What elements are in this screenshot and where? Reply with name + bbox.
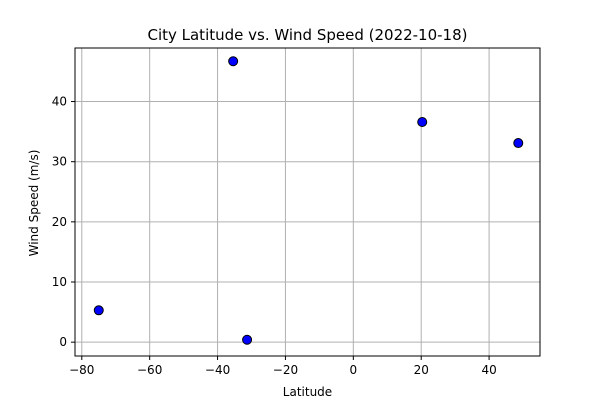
y-tick-label: 20	[52, 215, 67, 229]
data-point	[242, 334, 253, 345]
data-point	[417, 116, 428, 127]
x-tick-label: 20	[414, 363, 429, 377]
x-tick-label: 40	[481, 363, 496, 377]
data-point	[228, 56, 239, 67]
x-tick-label: −40	[205, 363, 230, 377]
x-tick-label: −80	[69, 363, 94, 377]
x-axis-label: Latitude	[283, 385, 332, 399]
x-tick-label: −20	[273, 363, 298, 377]
grid-lines	[75, 48, 540, 356]
y-axis-label: Wind Speed (m/s)	[27, 150, 41, 257]
y-tick-label: 0	[59, 335, 67, 349]
y-tick-label: 40	[52, 95, 67, 109]
x-tick-label: −60	[137, 363, 162, 377]
axis-ticks: −80 −60 −40 −20 0 20 40 0 10 20 30 40	[52, 95, 497, 377]
data-point	[513, 138, 524, 149]
axes-frame	[74, 47, 541, 357]
x-tick-label: 0	[350, 363, 358, 377]
y-tick-label: 30	[52, 155, 67, 169]
plot-area: −80 −60 −40 −20 0 20 40 0 10 20 30 40	[52, 47, 541, 377]
data-point	[93, 305, 104, 316]
chart-title: City Latitude vs. Wind Speed (2022-10-18…	[147, 26, 467, 44]
y-tick-label: 10	[52, 275, 67, 289]
data-points	[93, 56, 524, 345]
